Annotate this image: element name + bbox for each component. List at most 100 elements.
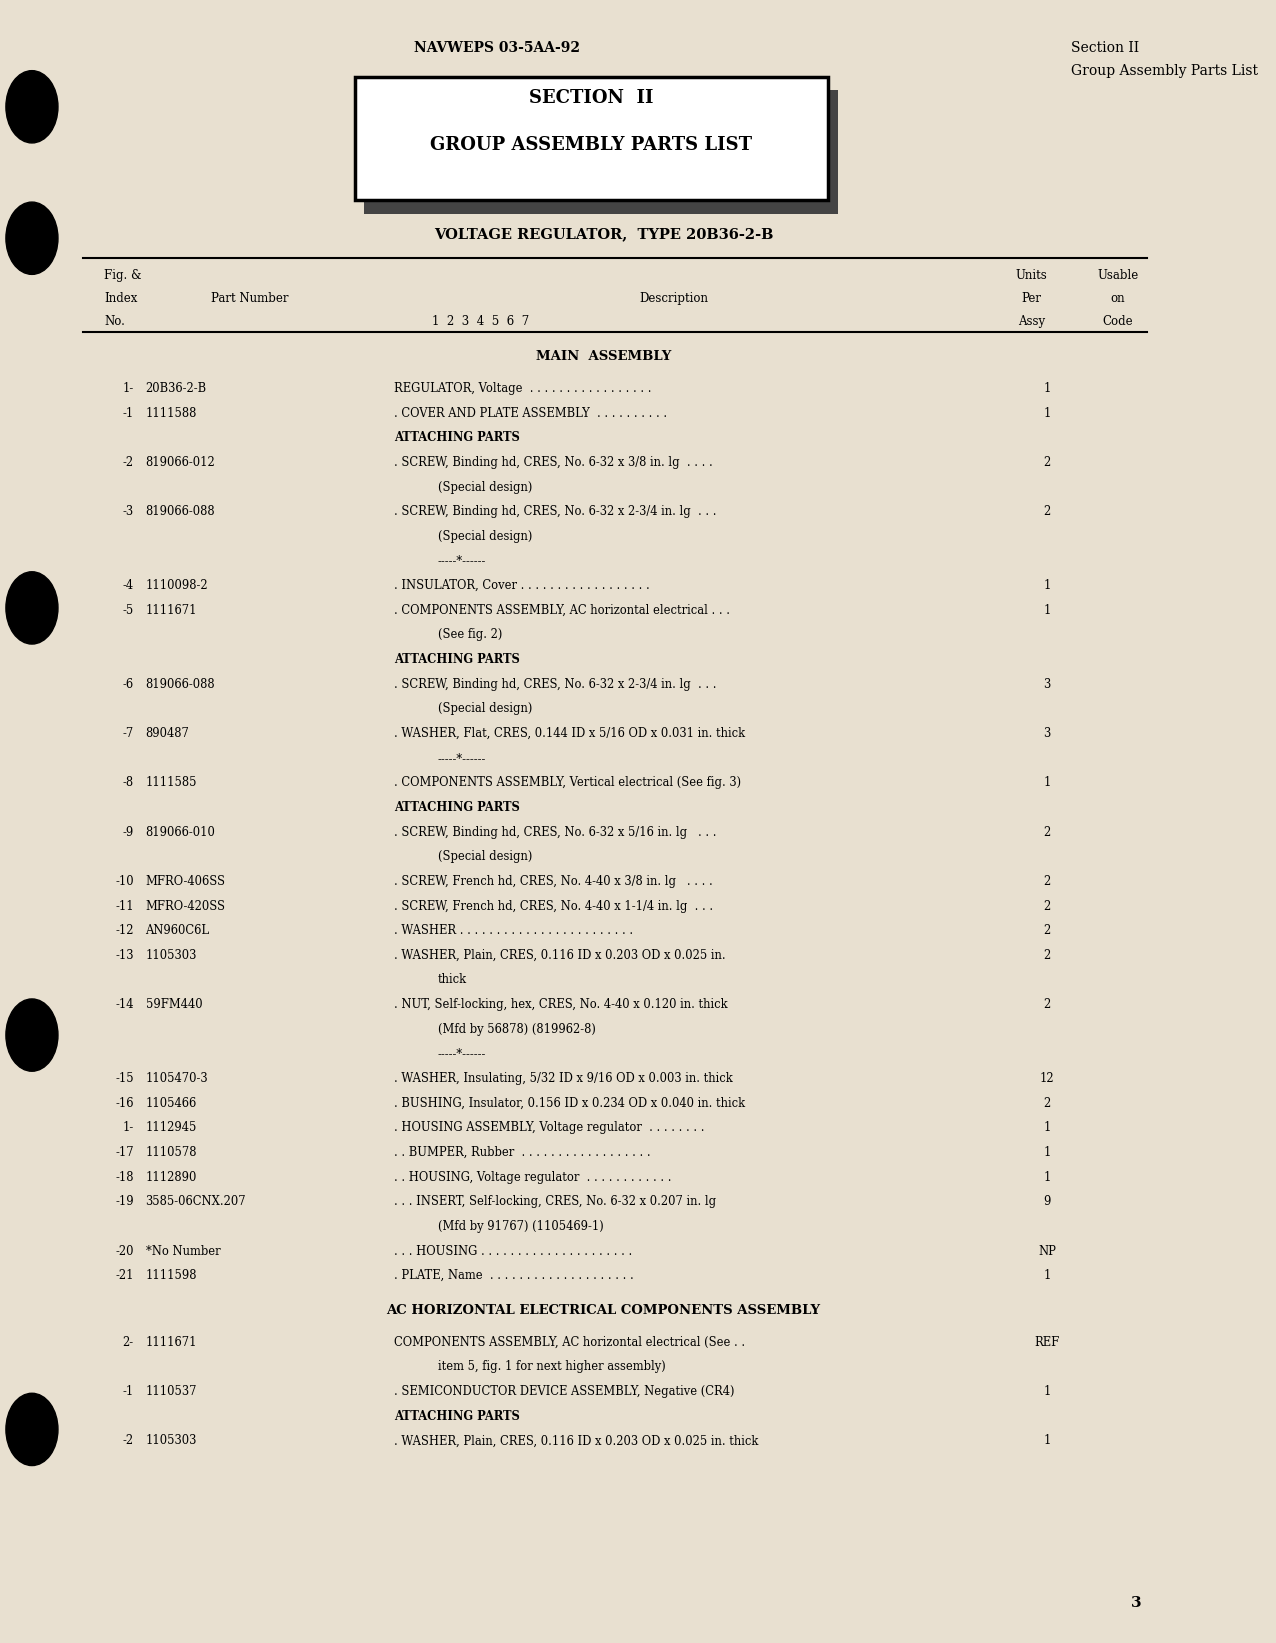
Text: 1: 1 [1044,777,1050,789]
Text: REGULATOR, Voltage  . . . . . . . . . . . . . . . . .: REGULATOR, Voltage . . . . . . . . . . .… [394,381,652,394]
Text: -8: -8 [122,777,134,789]
Text: -14: -14 [115,999,134,1010]
Text: 1105303: 1105303 [145,1434,197,1447]
Text: Part Number: Part Number [211,292,288,306]
Text: . COMPONENTS ASSEMBLY, Vertical electrical (See fig. 3): . COMPONENTS ASSEMBLY, Vertical electric… [394,777,741,789]
Text: (See fig. 2): (See fig. 2) [438,629,501,641]
Text: VOLTAGE REGULATOR,  TYPE 20B36-2-B: VOLTAGE REGULATOR, TYPE 20B36-2-B [434,227,773,242]
Circle shape [6,202,57,274]
Text: Per: Per [1022,292,1041,306]
Text: -16: -16 [115,1098,134,1109]
Text: 2-: 2- [122,1336,134,1349]
Text: -1: -1 [122,1385,134,1398]
Text: -11: -11 [115,900,134,912]
Text: 890487: 890487 [145,728,189,739]
Text: -----*------: -----*------ [438,752,486,764]
Text: . . . HOUSING . . . . . . . . . . . . . . . . . . . . .: . . . HOUSING . . . . . . . . . . . . . … [394,1245,632,1257]
Text: . PLATE, Name  . . . . . . . . . . . . . . . . . . . .: . PLATE, Name . . . . . . . . . . . . . … [394,1270,634,1282]
Text: MFRO-406SS: MFRO-406SS [145,876,226,887]
Text: -10: -10 [115,876,134,887]
Text: . WASHER, Flat, CRES, 0.144 ID x 5/16 OD x 0.031 in. thick: . WASHER, Flat, CRES, 0.144 ID x 5/16 OD… [394,728,745,739]
Text: 1111598: 1111598 [145,1270,197,1282]
Text: thick: thick [438,974,467,986]
Text: 3585-06CNX.207: 3585-06CNX.207 [145,1196,246,1208]
Text: ATTACHING PARTS: ATTACHING PARTS [394,1410,519,1423]
Circle shape [6,71,57,143]
Text: . SEMICONDUCTOR DEVICE ASSEMBLY, Negative (CR4): . SEMICONDUCTOR DEVICE ASSEMBLY, Negativ… [394,1385,735,1398]
Text: . WASHER, Plain, CRES, 0.116 ID x 0.203 OD x 0.025 in.: . WASHER, Plain, CRES, 0.116 ID x 0.203 … [394,950,726,961]
Text: 1: 1 [1044,1385,1050,1398]
Text: MAIN  ASSEMBLY: MAIN ASSEMBLY [536,350,671,363]
Text: -18: -18 [115,1171,134,1183]
Text: 2: 2 [1044,900,1050,912]
FancyBboxPatch shape [365,90,837,214]
Text: 1: 1 [1044,1434,1050,1447]
Text: 1: 1 [1044,1122,1050,1134]
Text: 1-: 1- [122,381,134,394]
Text: 2: 2 [1044,1098,1050,1109]
Text: 1: 1 [1044,1147,1050,1158]
Text: . HOUSING ASSEMBLY, Voltage regulator  . . . . . . . .: . HOUSING ASSEMBLY, Voltage regulator . … [394,1122,704,1134]
Text: ATTACHING PARTS: ATTACHING PARTS [394,654,519,665]
Text: . INSULATOR, Cover . . . . . . . . . . . . . . . . . .: . INSULATOR, Cover . . . . . . . . . . .… [394,580,649,591]
Text: 819066-088: 819066-088 [145,506,216,518]
Text: (Mfd by 56878) (819962-8): (Mfd by 56878) (819962-8) [438,1024,596,1035]
Text: GROUP ASSEMBLY PARTS LIST: GROUP ASSEMBLY PARTS LIST [430,136,753,154]
Text: Description: Description [639,292,708,306]
Text: . SCREW, French hd, CRES, No. 4-40 x 1-1/4 in. lg  . . .: . SCREW, French hd, CRES, No. 4-40 x 1-1… [394,900,713,912]
Text: . WASHER, Insulating, 5/32 ID x 9/16 OD x 0.003 in. thick: . WASHER, Insulating, 5/32 ID x 9/16 OD … [394,1073,732,1084]
Text: . BUSHING, Insulator, 0.156 ID x 0.234 OD x 0.040 in. thick: . BUSHING, Insulator, 0.156 ID x 0.234 O… [394,1098,745,1109]
Text: -1: -1 [122,406,134,419]
Text: 1105303: 1105303 [145,950,197,961]
Text: 1  2  3  4  5  6  7: 1 2 3 4 5 6 7 [431,315,530,329]
Text: 1: 1 [1044,381,1050,394]
Text: item 5, fig. 1 for next higher assembly): item 5, fig. 1 for next higher assembly) [438,1360,666,1374]
Text: -2: -2 [122,1434,134,1447]
Text: . . . INSERT, Self-locking, CRES, No. 6-32 x 0.207 in. lg: . . . INSERT, Self-locking, CRES, No. 6-… [394,1196,716,1208]
Text: -6: -6 [122,679,134,690]
Text: -----*------: -----*------ [438,555,486,567]
Text: AC HORIZONTAL ELECTRICAL COMPONENTS ASSEMBLY: AC HORIZONTAL ELECTRICAL COMPONENTS ASSE… [387,1305,820,1316]
Text: NP: NP [1037,1245,1055,1257]
Text: Assy: Assy [1018,315,1045,329]
Text: 1-: 1- [122,1122,134,1134]
Text: (Mfd by 91767) (1105469-1): (Mfd by 91767) (1105469-1) [438,1221,604,1232]
Text: . SCREW, Binding hd, CRES, No. 6-32 x 2-3/4 in. lg  . . .: . SCREW, Binding hd, CRES, No. 6-32 x 2-… [394,679,716,690]
Text: 1: 1 [1044,603,1050,616]
Text: 3: 3 [1131,1595,1142,1610]
Text: 1112945: 1112945 [145,1122,197,1134]
Circle shape [6,1393,57,1466]
Text: 1: 1 [1044,406,1050,419]
Text: . WASHER, Plain, CRES, 0.116 ID x 0.203 OD x 0.025 in. thick: . WASHER, Plain, CRES, 0.116 ID x 0.203 … [394,1434,758,1447]
Text: -21: -21 [115,1270,134,1282]
Text: 2: 2 [1044,999,1050,1010]
Circle shape [6,572,57,644]
Text: SECTION  II: SECTION II [530,89,653,107]
Text: -5: -5 [122,603,134,616]
Text: (Special design): (Special design) [438,851,532,863]
Text: REF: REF [1035,1336,1059,1349]
Text: MFRO-420SS: MFRO-420SS [145,900,226,912]
Text: -17: -17 [115,1147,134,1158]
Text: 3: 3 [1044,679,1050,690]
Text: 1111588: 1111588 [145,406,197,419]
Text: 1: 1 [1044,580,1050,591]
Text: 2: 2 [1044,925,1050,937]
Circle shape [6,999,57,1071]
Text: No.: No. [105,315,125,329]
Text: -12: -12 [115,925,134,937]
Text: -----*------: -----*------ [438,1048,486,1060]
Text: ATTACHING PARTS: ATTACHING PARTS [394,802,519,813]
Text: 20B36-2-B: 20B36-2-B [145,381,207,394]
Text: NAVWEPS 03-5AA-92: NAVWEPS 03-5AA-92 [413,41,579,56]
Text: 819066-088: 819066-088 [145,679,216,690]
Text: . WASHER . . . . . . . . . . . . . . . . . . . . . . . .: . WASHER . . . . . . . . . . . . . . . .… [394,925,633,937]
Text: Usable: Usable [1097,269,1138,283]
Text: Group Assembly Parts List: Group Assembly Parts List [1071,64,1258,79]
Text: on: on [1110,292,1125,306]
Text: . SCREW, French hd, CRES, No. 4-40 x 3/8 in. lg   . . . .: . SCREW, French hd, CRES, No. 4-40 x 3/8… [394,876,713,887]
Text: -2: -2 [122,455,134,468]
Text: 1110537: 1110537 [145,1385,197,1398]
Text: 12: 12 [1040,1073,1054,1084]
Text: 59FM440: 59FM440 [145,999,202,1010]
